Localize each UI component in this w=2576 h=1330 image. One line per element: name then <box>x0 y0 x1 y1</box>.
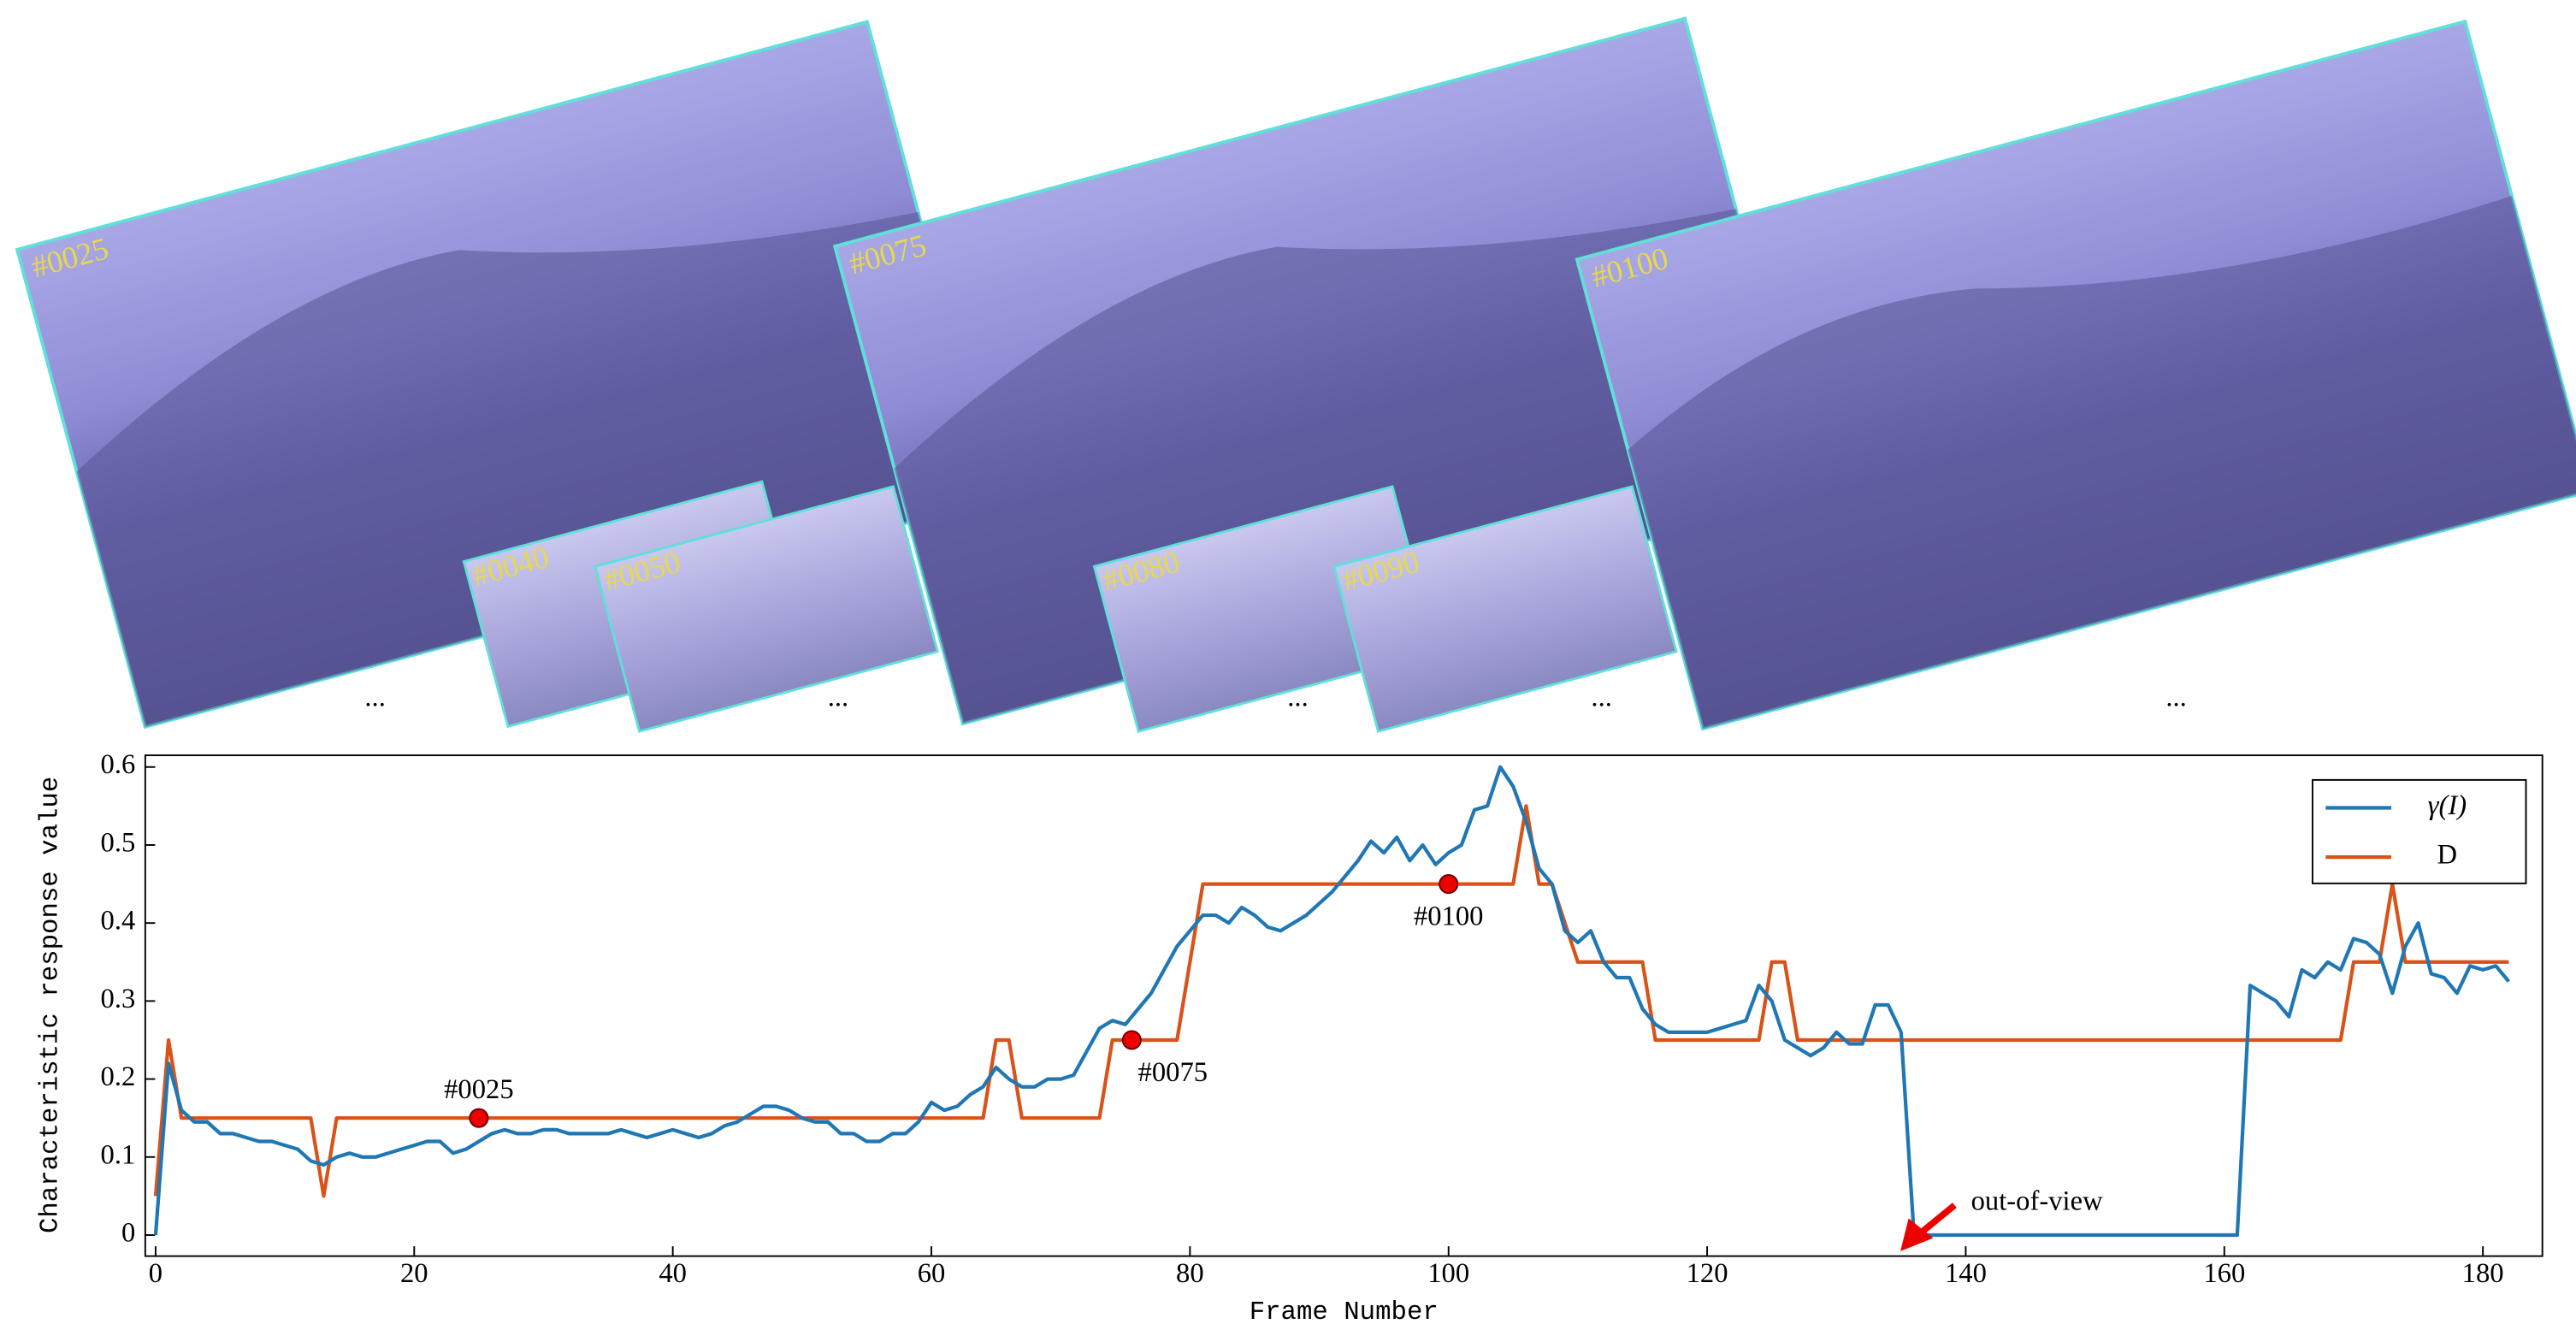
plot-frame <box>144 754 2544 1257</box>
legend-label: D <box>2437 840 2458 871</box>
annotation-point <box>469 1108 489 1128</box>
y-tick-label: 0.4 <box>101 906 136 937</box>
hill <box>1628 196 2576 730</box>
annotation-label: #0025 <box>444 1074 514 1105</box>
annotation-label: #0075 <box>1138 1057 1208 1088</box>
series-line <box>153 804 2509 1198</box>
x-tick-label: 80 <box>1176 1258 1204 1289</box>
frame: #0080 <box>1092 485 1439 733</box>
x-tick-label: 100 <box>1427 1258 1469 1289</box>
x-tick-label: 160 <box>2203 1258 2245 1289</box>
y-tick-label: 0 <box>121 1217 135 1248</box>
frame: #0100 <box>1575 19 2576 731</box>
x-tick-label: 140 <box>1945 1258 1987 1289</box>
x-tick-label: 120 <box>1687 1258 1728 1289</box>
x-tick-label: 40 <box>659 1258 687 1289</box>
legend-box <box>2311 778 2527 884</box>
y-tick-label: 0.6 <box>101 749 136 780</box>
annotation-label: #0100 <box>1414 901 1484 931</box>
x-tick-label: 20 <box>400 1258 428 1289</box>
x-tick-label: 0 <box>149 1258 162 1289</box>
annotation-point <box>1439 874 1459 895</box>
legend-label: γ(I) <box>2428 790 2467 821</box>
y-tick-label: 0.1 <box>101 1139 136 1170</box>
annotation-arrowhead <box>1900 1218 1934 1251</box>
annotation-point <box>1121 1030 1142 1050</box>
ellipsis: ... <box>364 682 385 712</box>
chart: Frame Number Characteristic response val… <box>36 749 2544 1327</box>
frame-image <box>1332 485 1678 733</box>
annotation-label: out-of-view <box>1971 1186 2103 1217</box>
hill <box>76 212 996 727</box>
series-line <box>153 765 2511 1238</box>
x-tick-label: 180 <box>2462 1258 2504 1289</box>
frame: #0050 <box>594 485 939 733</box>
ellipsis: ... <box>2165 682 2186 712</box>
annotation-arrow <box>1916 1203 1957 1238</box>
ellipsis: ... <box>828 682 848 712</box>
ellipsis: ... <box>1591 682 1611 712</box>
y-tick-label: 0.2 <box>101 1061 136 1092</box>
y-axis-label: Characteristic response value <box>36 777 66 1233</box>
x-axis-label: Frame Number <box>1250 1297 1439 1327</box>
x-tick-label: 60 <box>918 1258 946 1289</box>
ellipsis: ... <box>1287 682 1308 712</box>
y-tick-label: 0.3 <box>101 984 136 1014</box>
frame-image <box>594 485 939 733</box>
frame: #0090 <box>1332 485 1678 733</box>
y-tick-label: 0.5 <box>101 827 136 858</box>
frame-images: #0025 #0075 #0100 #0040 #0050 #0080 #009… <box>15 16 2576 733</box>
